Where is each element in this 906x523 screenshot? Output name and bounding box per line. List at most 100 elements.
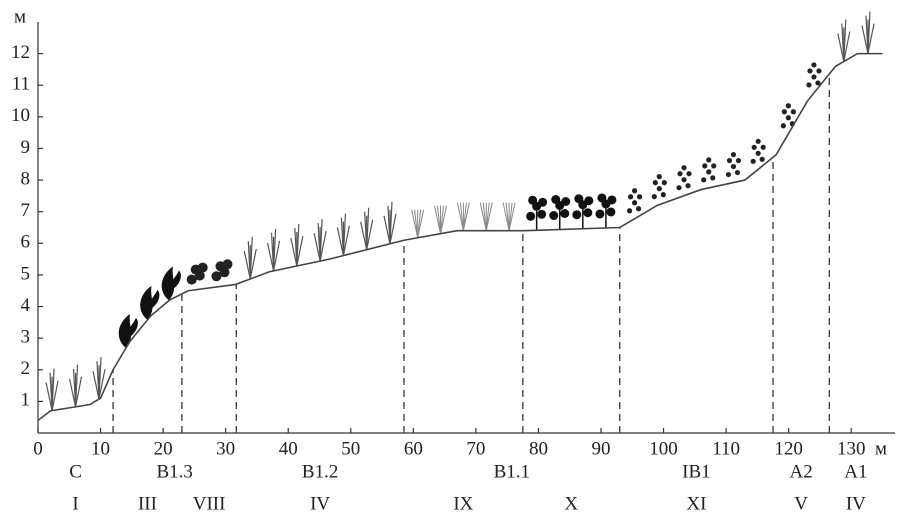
dot — [661, 180, 667, 186]
x-tick-label: 110 — [712, 438, 740, 459]
zone-label: III — [138, 493, 157, 514]
petal — [560, 208, 570, 218]
plant-icon — [526, 195, 548, 231]
dot — [627, 194, 634, 200]
petal — [537, 209, 547, 219]
leaf — [127, 318, 138, 339]
plant-icon — [549, 194, 571, 230]
y-tick-label: 3 — [21, 327, 31, 348]
zone-label: X — [564, 493, 578, 514]
plant-icon — [572, 194, 594, 229]
blob — [222, 259, 233, 270]
dot — [685, 183, 691, 189]
zone-label: IX — [453, 493, 473, 514]
blob — [186, 274, 197, 285]
dot — [710, 175, 716, 181]
dot — [781, 109, 787, 115]
petal — [607, 195, 617, 205]
plant-icon — [266, 228, 281, 272]
dot — [726, 157, 733, 164]
petal — [597, 193, 607, 203]
petal — [526, 211, 536, 221]
zone-label: IV — [310, 493, 330, 514]
y-tick-label: 10 — [11, 105, 30, 126]
plant-icon — [161, 266, 181, 301]
x-axis-label: м — [875, 438, 887, 459]
dot — [636, 194, 643, 200]
petal — [538, 197, 548, 207]
plant-icon — [140, 285, 160, 320]
plant-icon — [676, 165, 692, 191]
dot — [681, 165, 687, 171]
plant-icon — [411, 209, 425, 238]
twig — [462, 202, 470, 231]
dot — [711, 163, 717, 169]
dot — [759, 156, 765, 162]
dot — [686, 171, 692, 177]
x-tick-label: 10 — [91, 438, 110, 459]
petal — [528, 195, 538, 205]
petal — [561, 196, 571, 206]
plant-icon — [861, 11, 875, 54]
plant-icon — [479, 202, 493, 231]
dot — [785, 103, 791, 109]
dot — [631, 200, 638, 206]
dot — [815, 80, 821, 86]
dot — [677, 171, 683, 177]
plant-icon — [750, 138, 766, 164]
dot — [806, 82, 812, 88]
group-label: A1 — [844, 461, 867, 482]
blob — [197, 262, 208, 273]
dot — [755, 138, 761, 144]
plant-icon — [725, 151, 742, 178]
dot — [681, 177, 687, 183]
x-tick-label: 40 — [279, 438, 298, 459]
x-tick-label: 20 — [154, 438, 173, 459]
petal — [606, 207, 616, 217]
y-tick-label: 7 — [21, 200, 31, 221]
twig — [508, 202, 516, 231]
dot — [651, 194, 657, 200]
x-tick-label: 50 — [341, 438, 360, 459]
plant-icon — [290, 223, 304, 267]
y-tick-label: 4 — [21, 295, 31, 316]
plant-icon — [595, 193, 617, 228]
group-label: B1.2 — [302, 461, 338, 482]
plant-icon — [456, 202, 470, 231]
dot — [811, 74, 817, 80]
leaf — [140, 285, 153, 320]
y-tick-label: 12 — [11, 42, 30, 63]
plant-icon — [68, 364, 83, 407]
petal — [583, 208, 593, 218]
dot — [816, 68, 822, 74]
profile-line — [37, 52, 883, 421]
dot — [702, 163, 708, 169]
plant-icon — [45, 368, 59, 411]
dot — [785, 115, 791, 121]
dot — [660, 192, 666, 198]
dot — [706, 157, 712, 163]
dot — [676, 185, 682, 191]
dot — [790, 109, 796, 115]
dot — [760, 144, 766, 150]
y-axis-label: м — [14, 6, 26, 27]
plant-icon — [118, 314, 138, 349]
plant-icon — [360, 207, 374, 250]
group-label: IB1 — [682, 461, 711, 482]
x-tick-label: 30 — [216, 438, 235, 459]
twig — [417, 209, 425, 238]
dot — [656, 186, 662, 192]
petal — [595, 209, 605, 219]
group-label: B1.1 — [494, 461, 530, 482]
zone-label: VIII — [193, 493, 226, 514]
dot — [725, 171, 732, 178]
leaf — [170, 270, 181, 291]
zone-label: IV — [846, 493, 866, 514]
x-tick-label: 60 — [404, 438, 423, 459]
x-tick-label: 120 — [774, 438, 803, 459]
plant-icon — [626, 188, 643, 214]
leaf — [161, 266, 175, 301]
x-tick-label: 70 — [466, 438, 485, 459]
zone-label: XI — [686, 493, 706, 514]
